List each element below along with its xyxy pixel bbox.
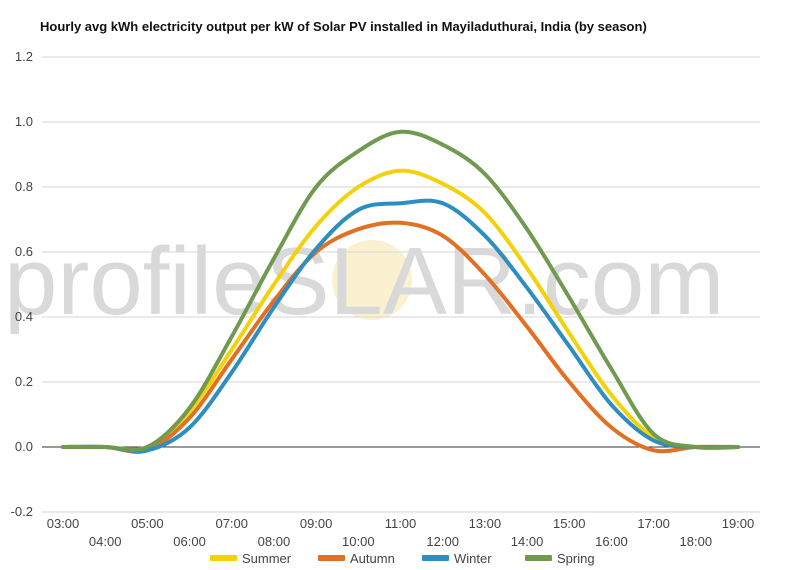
x-tick-label: 07:00 — [215, 516, 248, 531]
x-tick-label: 12:00 — [426, 534, 459, 549]
x-tick-label: 11:00 — [385, 516, 417, 531]
y-tick-label: 0.6 — [15, 244, 33, 259]
series-line-autumn — [61, 220, 740, 454]
y-axis: -0.2 0.0 0.2 0.4 0.6 0.8 1.0 1.2 — [11, 49, 33, 519]
watermark: profileSLAR.com — [4, 228, 724, 335]
series-lines — [61, 129, 740, 454]
grid — [42, 56, 760, 513]
x-tick-label: 15:00 — [553, 516, 586, 531]
watermark-sun — [332, 240, 412, 320]
y-tick-label: 1.0 — [15, 114, 33, 129]
legend-label-winter: Winter — [454, 551, 492, 566]
watermark-text-left: profile — [4, 228, 265, 335]
legend-swatch-winter — [422, 555, 449, 561]
series-line-winter — [61, 198, 740, 454]
x-tick-label: 18:00 — [680, 534, 713, 549]
y-tick-label: 0.4 — [15, 309, 33, 324]
y-tick-label: 1.2 — [15, 49, 33, 64]
x-tick-label: 19:00 — [722, 516, 755, 531]
legend: Summer Autumn Winter Spring — [210, 551, 595, 566]
y-tick-label: 0.0 — [15, 439, 33, 454]
legend-label-autumn: Autumn — [350, 551, 395, 566]
x-tick-label: 14:00 — [511, 534, 544, 549]
y-tick-label: 0.8 — [15, 179, 33, 194]
legend-label-spring: Spring — [557, 551, 595, 566]
x-tick-label: 04:00 — [89, 534, 122, 549]
x-tick-label: 03:00 — [47, 516, 80, 531]
x-tick-label: 09:00 — [300, 516, 333, 531]
watermark-text-right: LAR.com — [330, 228, 725, 335]
x-tick-label: 10:00 — [342, 534, 375, 549]
x-tick-label: 17:00 — [637, 516, 670, 531]
series-line-spring — [61, 129, 740, 452]
legend-swatch-summer — [210, 555, 237, 561]
x-axis: 03:00 04:00 05:00 06:00 07:00 08:00 09:00 10:00… — [47, 516, 755, 549]
x-tick-label: 05:00 — [131, 516, 164, 531]
x-tick-label: 13:00 — [469, 516, 502, 531]
y-tick-label: 0.2 — [15, 374, 33, 389]
x-tick-label: 16:00 — [595, 534, 628, 549]
chart-title: Hourly avg kWh electricity output per kW… — [40, 19, 647, 34]
svg-text:profileSLAR.com: profileSLAR.com — [4, 228, 724, 335]
legend-label-summer: Summer — [242, 551, 292, 566]
legend-swatch-spring — [525, 555, 552, 561]
legend-swatch-autumn — [318, 555, 345, 561]
y-tick-label: -0.2 — [11, 504, 33, 519]
x-tick-label: 08:00 — [258, 534, 291, 549]
x-tick-label: 06:00 — [173, 534, 206, 549]
